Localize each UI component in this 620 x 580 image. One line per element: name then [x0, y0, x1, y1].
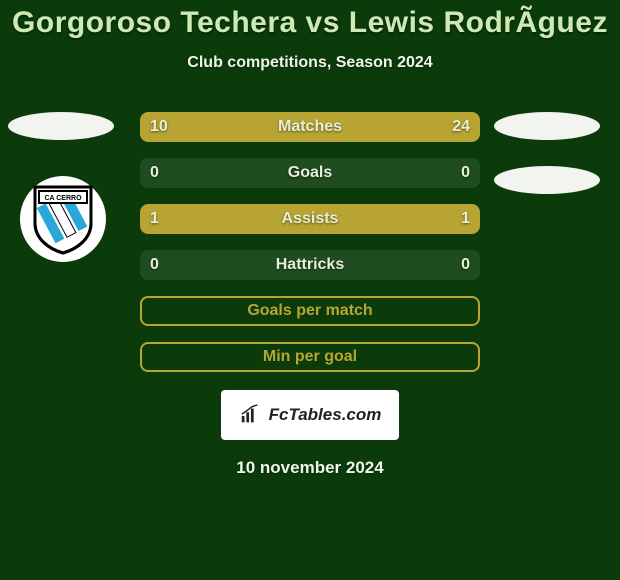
stat-label: Goals per match: [247, 302, 372, 320]
stat-row: 1 1 Assists: [140, 204, 480, 234]
left-side-column: CA CERRO: [0, 112, 140, 262]
stat-fill-right: [240, 112, 480, 142]
stat-label: Goals: [288, 164, 332, 182]
club-shield-icon: CA CERRO: [31, 183, 95, 255]
left-player-avatar-placeholder: [8, 112, 114, 140]
stat-row: 10 24 Matches: [140, 112, 480, 142]
svg-text:CA CERRO: CA CERRO: [44, 195, 82, 202]
content-row: CA CERRO 10 24 Matches 0 0 Goals 1 1 Assists 0 0 Ha…: [0, 112, 620, 372]
right-club-badge-placeholder: [494, 166, 600, 194]
footer-date: 10 november 2024: [0, 458, 620, 478]
stat-row: 0 0 Hattricks: [140, 250, 480, 280]
stat-value-left: 0: [150, 164, 159, 182]
stat-value-left: 10: [150, 118, 168, 136]
fctables-logo-icon: [239, 404, 261, 426]
stat-label: Assists: [282, 210, 339, 228]
left-club-badge: CA CERRO: [20, 176, 106, 262]
stat-label: Matches: [278, 118, 342, 136]
right-side-column: [480, 112, 620, 194]
stat-value-left: 1: [150, 210, 159, 228]
right-player-avatar-placeholder: [494, 112, 600, 140]
watermark-badge: FcTables.com: [221, 390, 400, 440]
stat-value-right: 1: [461, 210, 470, 228]
stat-row-empty: Min per goal: [140, 342, 480, 372]
stat-label: Min per goal: [263, 348, 357, 366]
stat-value-right: 24: [452, 118, 470, 136]
page-subtitle: Club competitions, Season 2024: [0, 54, 620, 72]
stat-bars-container: 10 24 Matches 0 0 Goals 1 1 Assists 0 0 Hattricks Go…: [140, 112, 480, 372]
page-title: Gorgoroso Techera vs Lewis RodrÃ­guez: [0, 0, 620, 40]
stat-value-left: 0: [150, 256, 159, 274]
stat-row-empty: Goals per match: [140, 296, 480, 326]
stat-value-right: 0: [461, 164, 470, 182]
stat-row: 0 0 Goals: [140, 158, 480, 188]
stat-value-right: 0: [461, 256, 470, 274]
stat-label: Hattricks: [276, 256, 344, 274]
page-root: Gorgoroso Techera vs Lewis RodrÃ­guez Cl…: [0, 0, 620, 580]
watermark-text: FcTables.com: [269, 405, 382, 425]
